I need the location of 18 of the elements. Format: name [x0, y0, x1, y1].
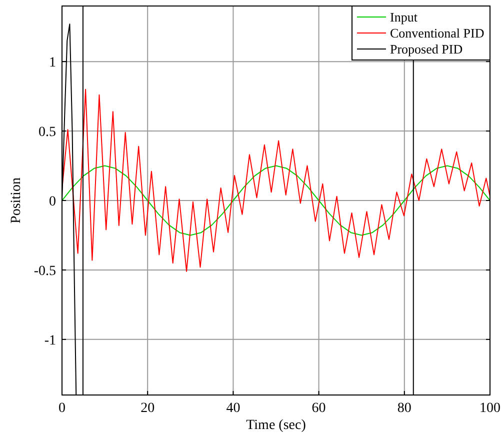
line-series: [62, 88, 490, 272]
x-tick-label: 40: [226, 401, 240, 416]
y-tick-label: -1: [44, 333, 56, 348]
legend-label: Input: [390, 10, 418, 24]
y-axis-title: Position: [9, 178, 24, 224]
x-tick-label: 60: [312, 401, 326, 416]
y-tick-label: -0.5: [34, 264, 56, 279]
legend-label: Proposed PID: [390, 42, 463, 56]
x-axis-title: Time (sec): [246, 418, 306, 433]
y-tick-label: 0.5: [38, 125, 56, 140]
y-tick-label: 0: [49, 194, 56, 210]
x-tick-label: 0: [58, 401, 66, 416]
x-tick-label: 100: [480, 401, 500, 416]
y-tick-label: 1: [49, 56, 56, 71]
line-series: [62, 165, 490, 236]
x-tick-label: 20: [140, 401, 155, 416]
x-tick-label: 80: [397, 401, 412, 416]
legend-label: Conventional PID: [390, 26, 484, 40]
